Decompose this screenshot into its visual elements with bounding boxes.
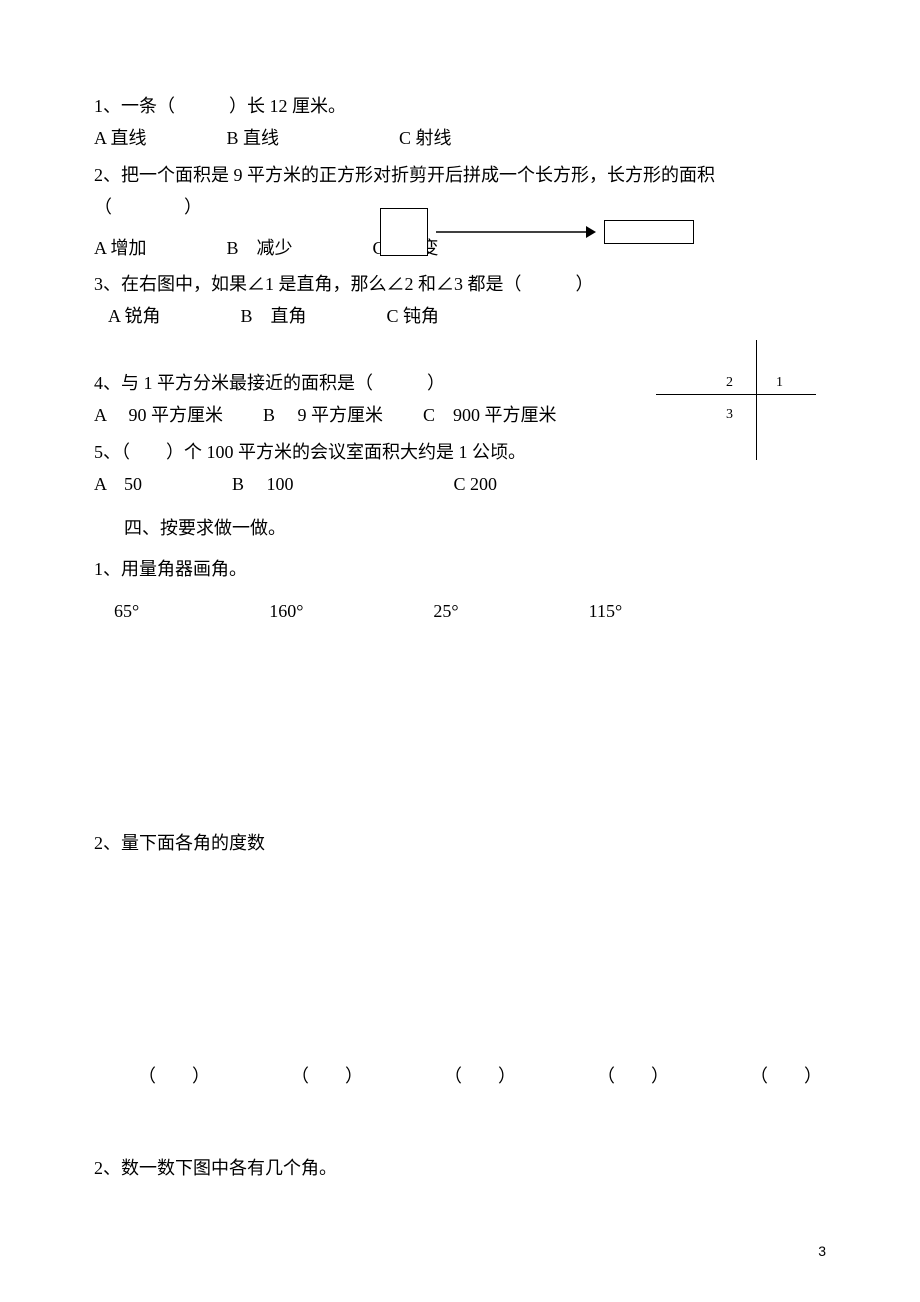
page-number: 3 bbox=[818, 1239, 826, 1264]
vertical-line bbox=[756, 340, 757, 460]
q1-text: 1、一条（ ）长 12 厘米。 bbox=[94, 90, 826, 122]
blank-4: （ ） bbox=[573, 1060, 693, 1092]
angle-label-2: 2 bbox=[726, 370, 733, 395]
q3-angle-diagram: 1 2 3 bbox=[656, 340, 816, 460]
angles-row: 65° 160° 25° 115° bbox=[114, 595, 826, 627]
q5-opt-b: B 100 bbox=[232, 468, 294, 500]
q4-opt-c: C 900 平方厘米 bbox=[423, 399, 557, 431]
q2-text: 2、把一个面积是 9 平方米的正方形对折剪开后拼成一个长方形，长方形的面积 bbox=[94, 159, 826, 191]
q2-opt-b: B 减少 bbox=[227, 232, 293, 264]
square-shape bbox=[380, 208, 428, 256]
angle-label-3: 3 bbox=[726, 402, 733, 427]
angle-115: 115° bbox=[589, 595, 623, 627]
q5-opt-c: C 200 bbox=[454, 468, 498, 500]
s4q1-text: 1、用量角器画角。 bbox=[94, 553, 826, 585]
angle-label-1: 1 bbox=[776, 370, 783, 395]
s4-question-2: 2、量下面各角的度数 （ ） （ ） （ ） （ ） （ ） bbox=[94, 827, 826, 1092]
q1-options: A 直线 B 直线 C 射线 bbox=[94, 122, 826, 154]
q2-diagram bbox=[380, 208, 694, 256]
q3-opt-c: C 钝角 bbox=[387, 300, 440, 332]
q1-opt-c: C 射线 bbox=[399, 122, 452, 154]
q3-text: 3、在右图中，如果∠1 是直角，那么∠2 和∠3 都是（ ） bbox=[94, 268, 826, 300]
q3-opt-b: B 直角 bbox=[241, 300, 307, 332]
s4-question-1: 1、用量角器画角。 65° 160° 25° 115° bbox=[94, 553, 826, 628]
s4q2-text: 2、量下面各角的度数 bbox=[94, 827, 826, 859]
rectangle-shape bbox=[604, 220, 694, 244]
question-2: 2、把一个面积是 9 平方米的正方形对折剪开后拼成一个长方形，长方形的面积 （ … bbox=[94, 159, 826, 264]
blank-5: （ ） bbox=[726, 1060, 846, 1092]
horizontal-line bbox=[656, 394, 816, 395]
question-1: 1、一条（ ）长 12 厘米。 A 直线 B 直线 C 射线 bbox=[94, 90, 826, 155]
q3-options: A 锐角 B 直角 C 钝角 bbox=[108, 300, 826, 332]
angle-160: 160° bbox=[269, 595, 303, 627]
q2-opt-a: A 增加 bbox=[94, 232, 147, 264]
s4-question-3: 2、数一数下图中各有几个角。 bbox=[94, 1152, 826, 1184]
arrow-icon bbox=[436, 222, 596, 242]
q3-opt-a: A 锐角 bbox=[108, 300, 161, 332]
blank-2: （ ） bbox=[267, 1060, 387, 1092]
q5-options: A 50 B 100 C 200 bbox=[94, 468, 826, 500]
angle-65: 65° bbox=[114, 595, 139, 627]
q1-opt-a: A 直线 bbox=[94, 122, 147, 154]
q5-opt-a: A 50 bbox=[94, 468, 142, 500]
blank-1: （ ） bbox=[114, 1060, 234, 1092]
blank-3: （ ） bbox=[420, 1060, 540, 1092]
q4-opt-b: B 9 平方厘米 bbox=[263, 399, 383, 431]
q1-opt-b: B 直线 bbox=[227, 122, 280, 154]
blanks-row: （ ） （ ） （ ） （ ） （ ） bbox=[114, 1060, 846, 1092]
angle-25: 25° bbox=[433, 595, 458, 627]
section-4-title: 四、按要求做一做。 bbox=[124, 512, 826, 544]
question-3: 3、在右图中，如果∠1 是直角，那么∠2 和∠3 都是（ ） A 锐角 B 直角… bbox=[94, 268, 826, 333]
q4-opt-a: A 90 平方厘米 bbox=[94, 399, 223, 431]
